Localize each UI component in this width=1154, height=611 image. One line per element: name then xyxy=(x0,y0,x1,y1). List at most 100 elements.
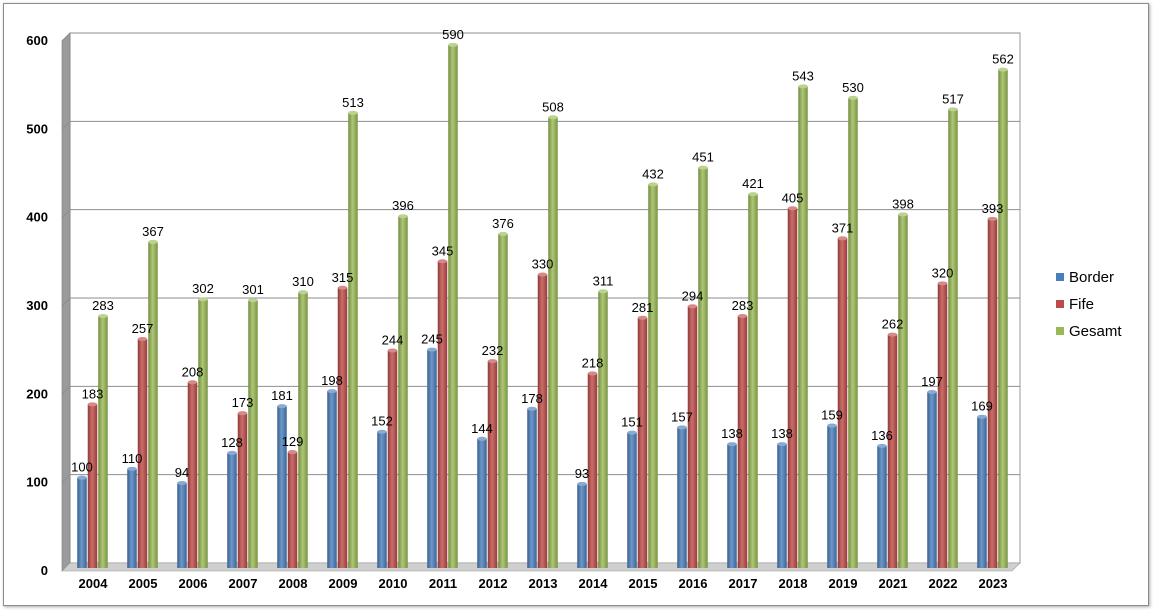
y-tick-label: 0 xyxy=(41,563,48,578)
data-label: 138 xyxy=(771,426,793,441)
y-axis-ticks: 0 100 200 300 400 500 600 xyxy=(26,33,48,578)
data-label: 283 xyxy=(732,298,754,313)
data-label: 371 xyxy=(832,220,854,235)
bar-fife-2004 xyxy=(87,402,98,568)
x-tick-label: 2008 xyxy=(279,576,308,591)
data-label: 451 xyxy=(692,150,714,165)
bar-border-2015 xyxy=(627,430,637,568)
bar-fife-2022 xyxy=(937,281,948,568)
legend: Border Fife Gesamt xyxy=(1056,269,1122,340)
data-label: 144 xyxy=(471,421,493,436)
x-tick-label: 2021 xyxy=(879,576,908,591)
bar-fife-2008 xyxy=(287,450,298,568)
data-label: 178 xyxy=(521,391,543,406)
data-label: 262 xyxy=(882,317,904,332)
x-tick-label: 2018 xyxy=(779,576,808,591)
gridline xyxy=(61,32,71,42)
legend-label: Fife xyxy=(1069,296,1094,313)
bar-fife-2012 xyxy=(487,359,498,568)
bar-gesamt-2013 xyxy=(548,115,558,569)
data-label: 94 xyxy=(175,465,189,480)
data-label: 283 xyxy=(92,298,114,313)
x-tick-label: 2015 xyxy=(629,576,658,591)
bar-gesamt-2017 xyxy=(748,192,758,568)
data-label: 232 xyxy=(482,343,504,358)
y-tick-label: 600 xyxy=(26,33,48,48)
data-label: 157 xyxy=(671,409,693,424)
legend-swatch xyxy=(1056,273,1064,281)
data-label: 257 xyxy=(132,321,154,336)
data-label: 151 xyxy=(621,415,643,430)
data-label: 294 xyxy=(682,288,704,303)
data-label: 393 xyxy=(982,201,1004,216)
bar-border-2013 xyxy=(527,406,537,568)
bar-fife-2006 xyxy=(187,380,198,568)
bar-gesamt-2016 xyxy=(698,165,708,568)
bar-border-2016 xyxy=(677,425,687,568)
x-tick-label: 2009 xyxy=(329,576,358,591)
data-label: 396 xyxy=(392,198,414,213)
bar-border-2004 xyxy=(77,475,87,568)
data-label: 562 xyxy=(992,52,1014,67)
gridline xyxy=(61,120,71,130)
x-tick-label: 2017 xyxy=(729,576,758,591)
bar-gesamt-2007 xyxy=(248,298,258,568)
data-label: 320 xyxy=(932,265,954,280)
x-tick-label: 2013 xyxy=(529,576,558,591)
data-label: 367 xyxy=(142,224,164,239)
data-label: 513 xyxy=(342,95,364,110)
bar-border-2022 xyxy=(927,389,937,568)
legend-label: Border xyxy=(1069,269,1114,286)
data-label: 376 xyxy=(492,216,514,231)
bar-gesamt-2011 xyxy=(448,42,458,569)
bar-fife-2009 xyxy=(337,285,348,568)
bar-fife-2010 xyxy=(387,348,398,568)
data-label: 93 xyxy=(575,466,589,481)
data-label: 152 xyxy=(371,414,393,429)
data-label: 345 xyxy=(432,243,454,258)
x-tick-label: 2010 xyxy=(379,576,408,591)
data-label: 315 xyxy=(332,270,354,285)
data-label: 110 xyxy=(122,451,143,466)
x-axis-ticks: 2004 2005 2006 2007 2008 2009 2010 2011 2012 2013… xyxy=(79,576,1008,591)
bar-fife-2015 xyxy=(637,315,648,568)
bar-border-2008 xyxy=(277,404,287,568)
bar-gesamt-2006 xyxy=(198,297,208,568)
legend-item-fife: Fife xyxy=(1056,296,1094,313)
bar-gesamt-2019 xyxy=(848,95,858,568)
data-label: 159 xyxy=(821,408,843,423)
data-label: 310 xyxy=(292,274,314,289)
data-labels: 100 183 283 110 257 367 94 208 302 128 173 301 181 12… xyxy=(71,27,1014,481)
bar-gesamt-2023 xyxy=(998,67,1008,569)
data-label: 508 xyxy=(542,99,564,114)
bar-border-2017 xyxy=(727,442,737,568)
data-label: 181 xyxy=(271,388,293,403)
x-tick-label: 2012 xyxy=(479,576,508,591)
bar-fife-2014 xyxy=(587,371,598,568)
gridline xyxy=(61,474,71,484)
data-label: 302 xyxy=(192,281,214,296)
gridline xyxy=(61,385,71,395)
data-label: 398 xyxy=(892,196,914,211)
bar-gesamt-2018 xyxy=(798,84,808,568)
bar-fife-2019 xyxy=(837,236,848,569)
gridline xyxy=(61,297,71,307)
data-label: 208 xyxy=(182,364,204,379)
bar-gesamt-2005 xyxy=(148,239,158,569)
data-label: 301 xyxy=(242,282,264,297)
bar-border-2009 xyxy=(327,389,337,568)
bar-border-2005 xyxy=(127,466,137,568)
data-label: 311 xyxy=(593,273,614,288)
y-tick-label: 300 xyxy=(26,298,48,313)
bar-border-2018 xyxy=(777,442,787,568)
data-label: 173 xyxy=(232,395,254,410)
bar-gesamt-2008 xyxy=(298,290,308,568)
gridline xyxy=(61,209,71,219)
x-tick-label: 2022 xyxy=(929,576,958,591)
data-label: 136 xyxy=(871,428,893,443)
bar-border-2006 xyxy=(177,480,187,568)
bar-border-2011 xyxy=(427,347,437,568)
x-tick-label: 2007 xyxy=(229,576,258,591)
bar-fife-2011 xyxy=(437,259,448,568)
